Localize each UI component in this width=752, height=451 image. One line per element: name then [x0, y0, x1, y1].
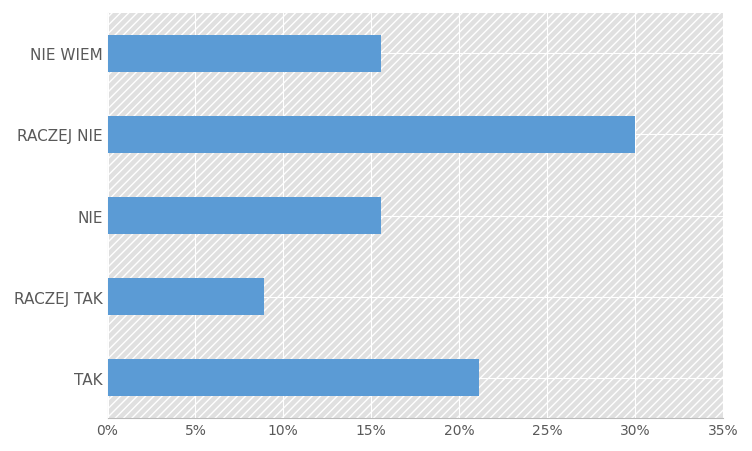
Bar: [108, 198, 381, 234]
Bar: [108, 360, 478, 396]
Bar: [108, 279, 264, 315]
Bar: [108, 36, 381, 73]
Bar: [108, 117, 635, 153]
